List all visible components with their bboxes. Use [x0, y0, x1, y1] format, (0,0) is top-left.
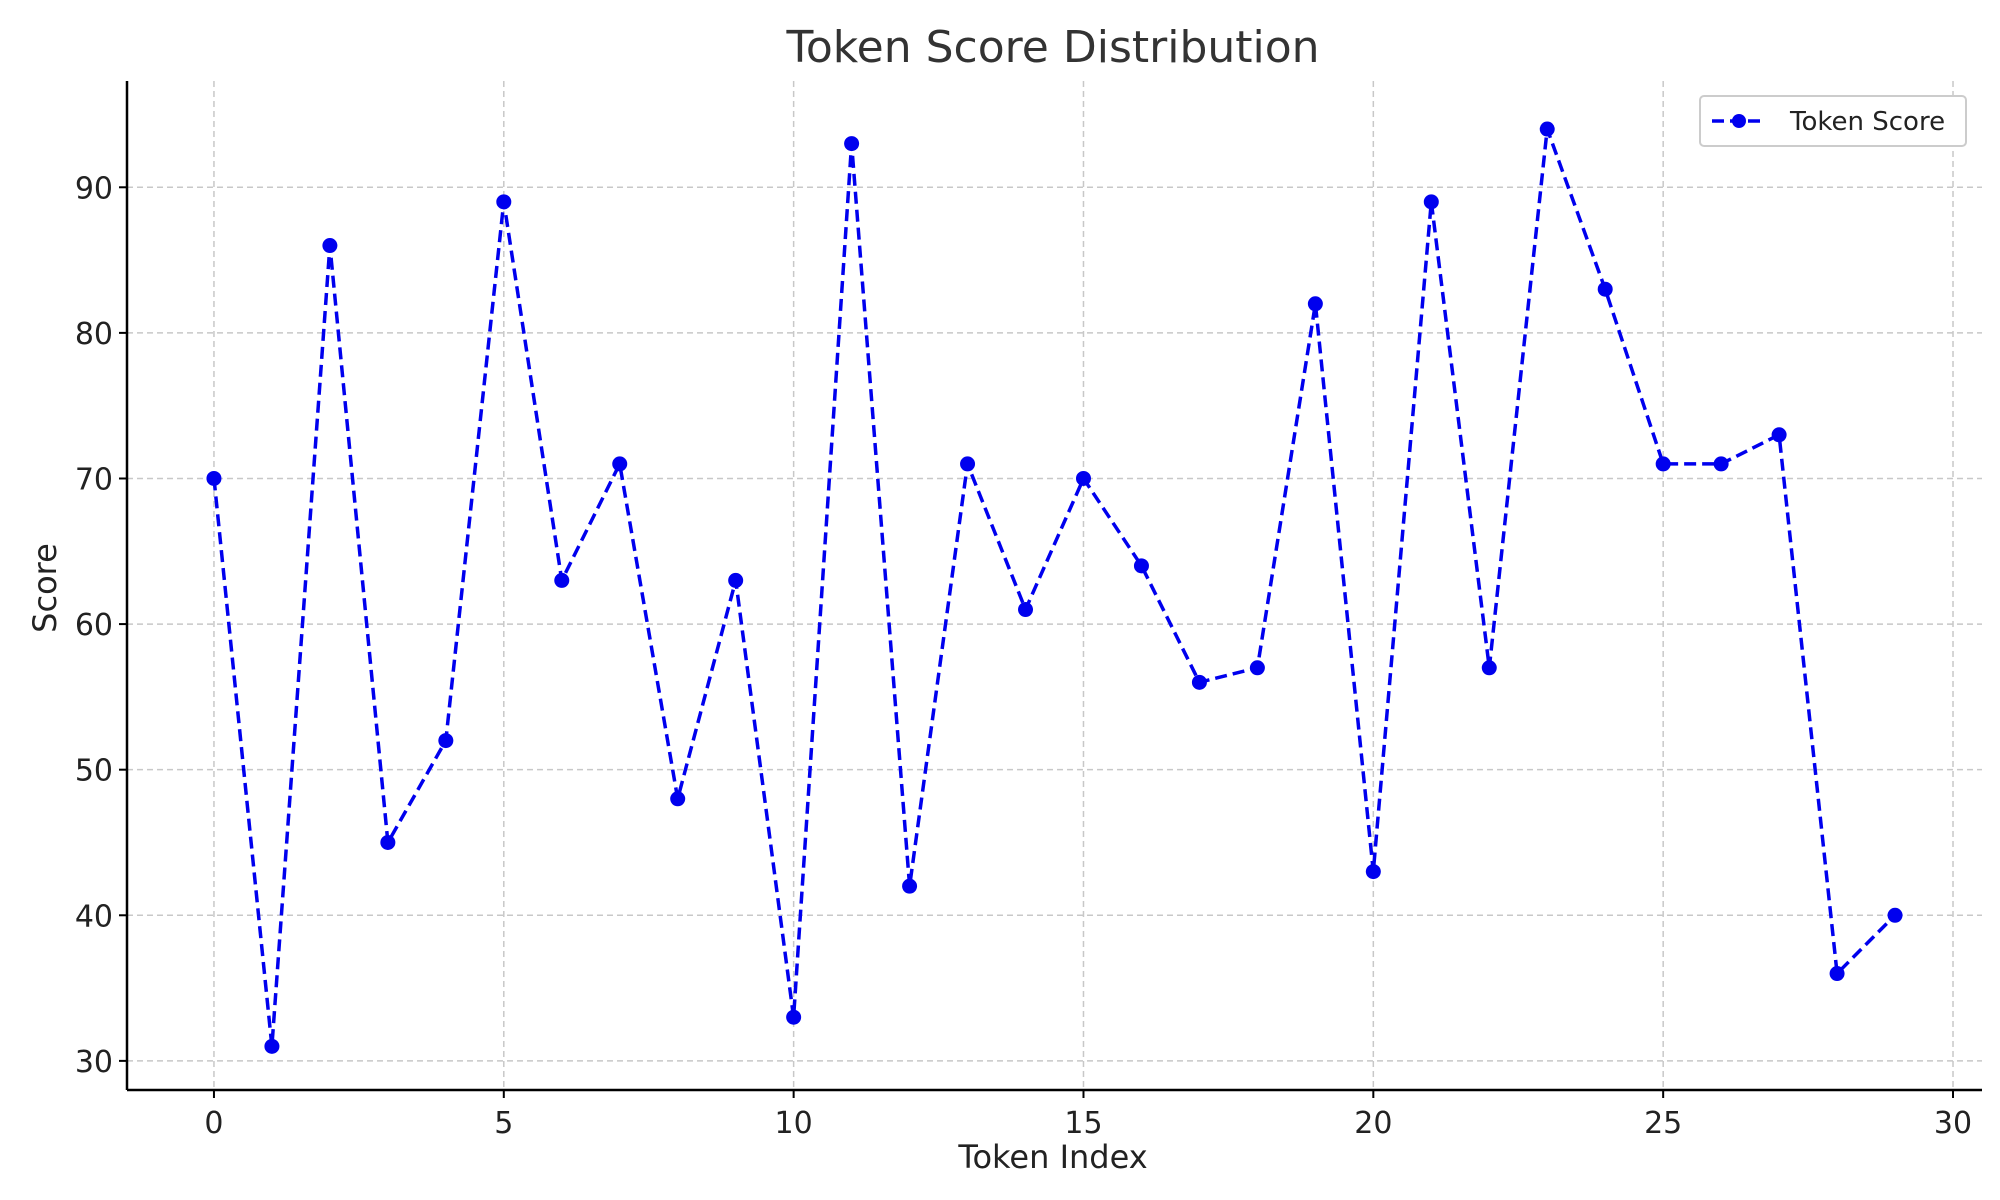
y-tick-label: 60	[75, 608, 113, 643]
legend-box	[1699, 95, 1967, 147]
data-point	[1249, 660, 1265, 676]
y-tick-label: 40	[75, 899, 113, 934]
x-tick-label: 15	[1064, 1106, 1102, 1141]
ticks: 0 5 10 15 20 25 30 30 40 50 60 70 80 90	[75, 171, 1972, 1141]
legend-label: Token Score	[1789, 107, 1945, 137]
data-point	[264, 1038, 280, 1054]
chart-title: Token Score Distribution	[785, 22, 1319, 73]
y-tick-label: 90	[75, 171, 113, 206]
data-point	[612, 456, 628, 472]
data-point	[1133, 558, 1149, 574]
data-point	[438, 733, 454, 749]
legend: Token Score	[1699, 95, 1967, 147]
y-tick-label: 80	[75, 317, 113, 352]
y-tick-label: 30	[75, 1045, 113, 1080]
data-point	[380, 834, 396, 850]
data-point	[206, 470, 222, 486]
data-point	[844, 136, 860, 152]
x-tick-label: 30	[1934, 1106, 1972, 1141]
data-point	[1018, 602, 1034, 618]
x-tick-label: 25	[1644, 1106, 1682, 1141]
data-point	[1191, 674, 1207, 690]
y-axis-label: Score	[26, 543, 64, 633]
data-point	[670, 791, 686, 807]
data-point	[728, 572, 744, 588]
data-point	[902, 878, 918, 894]
data-point	[1307, 296, 1323, 312]
x-tick-label: 10	[775, 1106, 813, 1141]
data-point	[1655, 456, 1671, 472]
series	[206, 121, 1903, 1054]
data-point	[1887, 907, 1903, 923]
y-tick-label: 70	[75, 462, 113, 497]
data-point	[1539, 121, 1555, 137]
grid	[127, 81, 1982, 1090]
data-point	[1481, 660, 1497, 676]
legend-marker	[1732, 114, 1746, 128]
x-tick-label: 0	[204, 1106, 223, 1141]
data-point	[960, 456, 976, 472]
data-point	[554, 572, 570, 588]
data-point	[1771, 427, 1787, 443]
series-line	[212, 127, 1897, 1049]
data-point	[1075, 470, 1091, 486]
y-tick-label: 50	[75, 754, 113, 789]
data-point	[1713, 456, 1729, 472]
axes	[125, 81, 1982, 1092]
data-point	[1365, 864, 1381, 880]
data-point	[786, 1009, 802, 1025]
x-tick-label: 20	[1354, 1106, 1392, 1141]
x-tick-label: 5	[494, 1106, 513, 1141]
data-point	[322, 238, 338, 254]
x-axis-label: Token Index	[957, 1138, 1147, 1176]
data-point	[1829, 966, 1845, 982]
data-point	[496, 194, 512, 210]
data-point	[1597, 281, 1613, 297]
data-point	[1423, 194, 1439, 210]
